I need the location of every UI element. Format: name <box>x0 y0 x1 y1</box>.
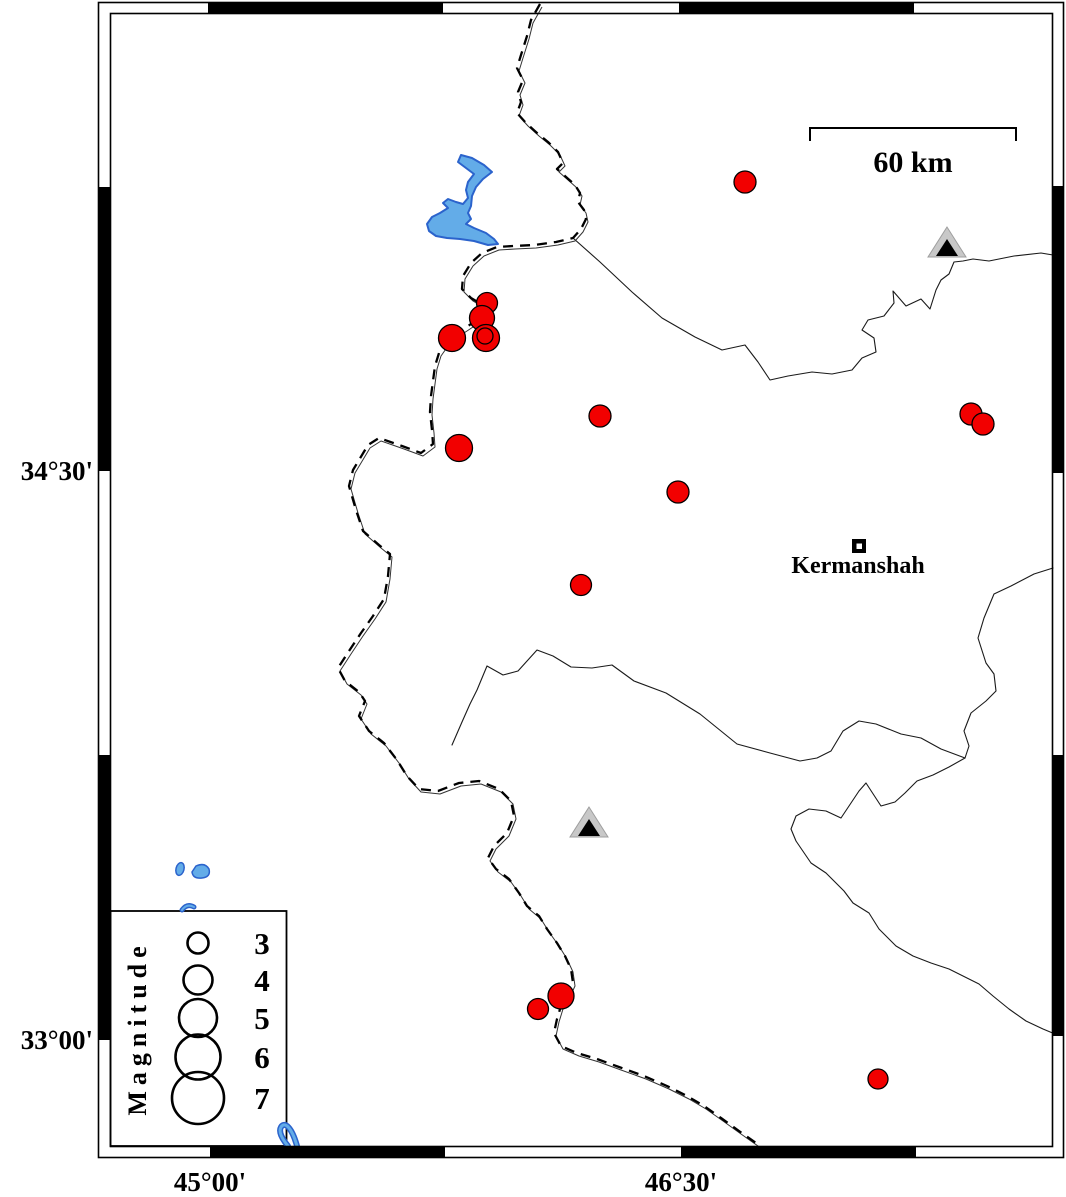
legend-magnitude-value: 6 <box>254 1040 270 1075</box>
longitude-tick-label: 45°00' <box>174 1167 246 1197</box>
earthquake-marker <box>569 573 593 597</box>
station-layer <box>569 226 967 838</box>
pond-small <box>175 861 185 877</box>
latitude-tick-label: 33°00' <box>21 1025 93 1055</box>
earthquake-marker <box>733 170 757 194</box>
earthquake-marker <box>588 404 612 428</box>
river-northeast <box>572 237 1054 381</box>
station-triangle-inner-icon <box>578 819 600 836</box>
city-marker-hole <box>856 543 862 549</box>
city-label: Kermanshah <box>791 553 924 579</box>
earthquake-marker <box>476 327 494 345</box>
legend-magnitude-value: 3 <box>254 926 270 961</box>
latitude-tick-label: 34°30' <box>21 456 93 486</box>
legend-box <box>109 910 288 1147</box>
earthquake-marker <box>867 1068 889 1090</box>
earthquake-layer <box>437 170 995 1090</box>
legend-magnitude-circle <box>177 997 219 1039</box>
earthquake-marker <box>437 323 467 353</box>
earthquake-marker <box>547 982 575 1010</box>
legend-title: Magnitude <box>123 940 152 1115</box>
scale-bar-label: 60 km <box>873 146 952 179</box>
scale-bar <box>809 127 1017 141</box>
lake-shape <box>426 154 499 246</box>
earthquake-marker <box>666 480 690 504</box>
river-east-branch <box>963 567 1054 759</box>
legend-magnitude-value: 5 <box>254 1001 270 1036</box>
longitude-tick-label: 46°30' <box>645 1167 717 1197</box>
earthquake-marker <box>444 433 474 463</box>
map-frame <box>97 1 1065 1159</box>
river-middle <box>451 649 966 762</box>
legend-magnitude-circle <box>182 964 214 996</box>
legend-entries: 345 6 7 <box>170 926 270 1126</box>
legend-magnitude-circle <box>186 931 210 955</box>
earthquake-marker <box>971 412 995 436</box>
longitude-labels: 45°00' 46°30' <box>174 1167 717 1197</box>
legend-magnitude-circle <box>170 1070 226 1126</box>
river-southeast <box>790 757 1056 1035</box>
pond-blob <box>191 863 211 879</box>
station-triangle-inner-icon <box>936 239 958 256</box>
legend-magnitude-circle <box>174 1033 222 1081</box>
stream-bit-on-legend-inner <box>181 904 195 911</box>
latitude-labels: 34°30' 33°00' <box>21 456 93 1055</box>
border-dashed-path <box>336 3 765 1152</box>
legend-magnitude-value: 4 <box>254 963 270 998</box>
stream-curl <box>278 1123 299 1148</box>
legend-magnitude-value: 7 <box>254 1081 270 1116</box>
earthquake-marker <box>526 997 550 1021</box>
